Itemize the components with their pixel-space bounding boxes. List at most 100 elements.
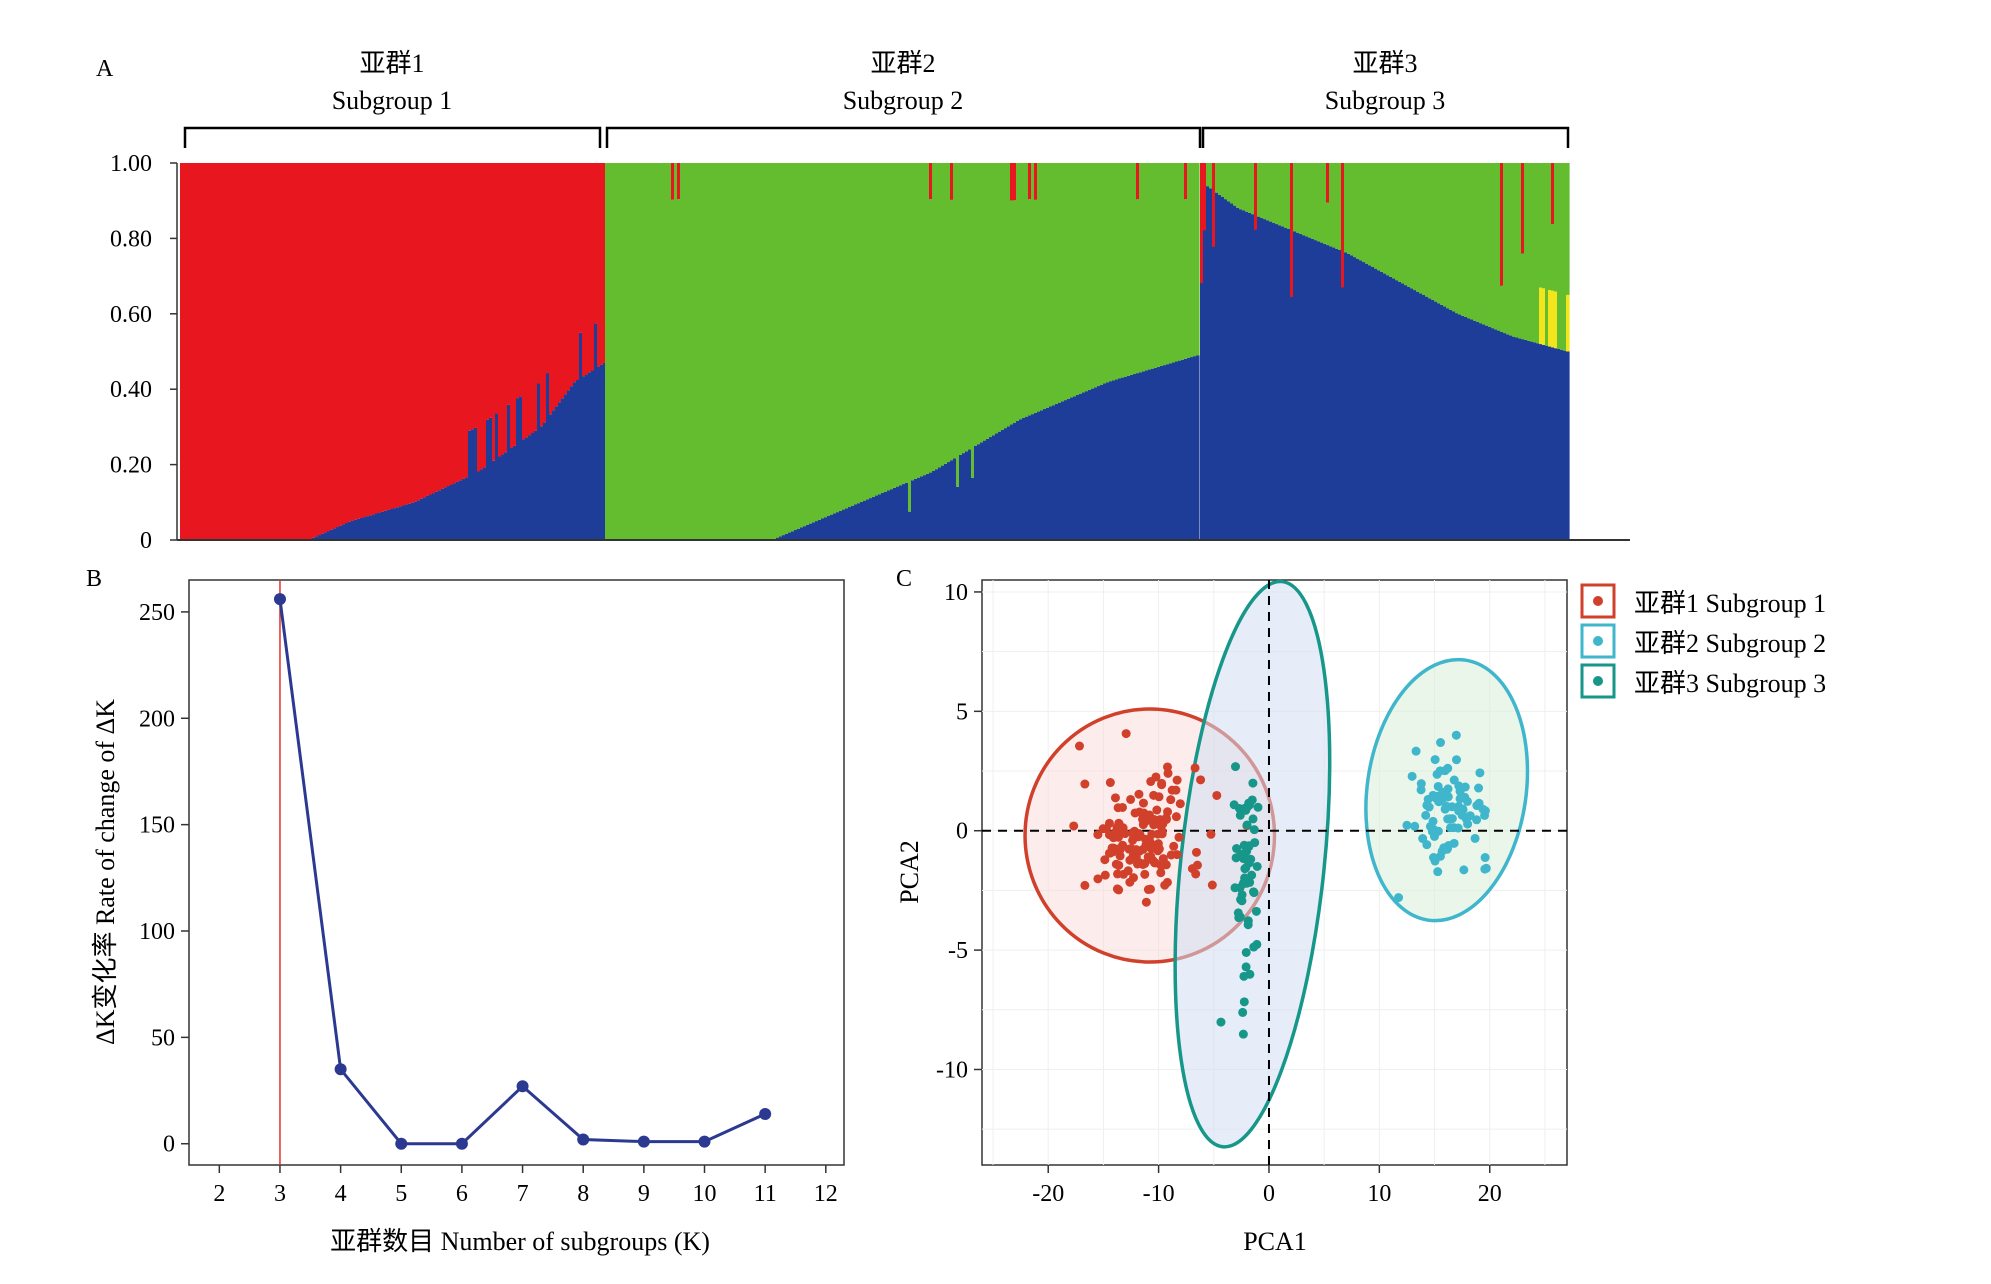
bar-subgroup-2-share: [737, 163, 741, 540]
bar-subgroup-1-share: [444, 163, 448, 488]
bar-subgroup-3-share: [1097, 386, 1101, 540]
bar-subgroup-3-share: [1398, 281, 1402, 540]
pca-point: [1253, 802, 1263, 812]
x-tick-label: 6: [456, 1181, 468, 1207]
bar-subgroup-3-share: [1530, 341, 1534, 540]
pca-point: [1454, 801, 1464, 811]
bar-subgroup-1-share: [603, 163, 607, 363]
bar-subgroup-2-share: [725, 163, 729, 540]
bar-subgroup-3-share: [510, 447, 514, 540]
bar-subgroup-3-share: [357, 518, 361, 540]
bar-subgroup-3-share: [839, 510, 843, 540]
bar-subgroup-2-share: [917, 163, 921, 478]
bar-subgroup-3-share: [1133, 374, 1137, 540]
bar-subgroup-1-share: [1200, 163, 1204, 284]
bar-subgroup-3-share: [1196, 355, 1200, 540]
bar-subgroup-1-share: [576, 163, 580, 380]
bar-subgroup-3-share: [971, 477, 975, 540]
bar-subgroup-3-share: [582, 376, 586, 540]
bar-subgroup-2-share: [896, 163, 900, 487]
bar-subgroup-2-share: [713, 163, 717, 540]
bar-subgroup-3-share: [944, 463, 948, 540]
bar-subgroup-2-share: [1193, 163, 1197, 357]
admixture-bars: [180, 163, 1570, 541]
bar-subgroup-3-share: [321, 533, 325, 540]
bar-subgroup-1-share: [498, 163, 502, 457]
bar-subgroup-2-share: [770, 163, 774, 540]
bar-subgroup-3-share: [426, 495, 430, 540]
bar-subgroup-1-share: [456, 163, 460, 482]
bar-subgroup-3-share: [1446, 308, 1450, 540]
bar-subgroup-3-share: [486, 419, 490, 540]
subgroup-1-zh-label: 亚群1: [359, 49, 424, 78]
bar-subgroup-3-share: [411, 502, 415, 540]
pca-point: [1100, 855, 1110, 865]
bar-subgroup-2-share: [935, 163, 939, 470]
bar-subgroup-2-share: [1344, 163, 1348, 253]
bar-subgroup-2-share: [1479, 163, 1483, 324]
bar-subgroup-2-share: [1007, 163, 1011, 427]
bar-subgroup-2-share: [761, 163, 765, 540]
bar-subgroup-3-share: [1151, 368, 1155, 540]
pca-point: [1138, 798, 1148, 808]
bar-subgroup-3-share: [1455, 313, 1459, 540]
bar-subgroup-3-share: [1380, 271, 1384, 540]
bar-subgroup-1-share: [369, 163, 373, 516]
bar-subgroup-3-share: [854, 504, 858, 540]
bar-subgroup-3-share: [417, 500, 421, 540]
pca-point: [1248, 778, 1258, 788]
bar-subgroup-1-share: [540, 163, 544, 427]
bar-other-share: [1554, 291, 1558, 349]
bar-subgroup-3-share: [983, 440, 987, 540]
bar-subgroup-2-share: [1004, 163, 1008, 429]
bar-subgroup-2-share: [1112, 163, 1116, 381]
bar-subgroup-3-share: [1160, 365, 1164, 540]
bar-subgroup-3-share: [1473, 320, 1477, 540]
bar-subgroup-3-share: [456, 481, 460, 540]
bar-subgroup-2-share: [803, 163, 807, 527]
bar-subgroup-2-share: [1215, 163, 1219, 193]
delta-k-point: [637, 1135, 650, 1148]
pca-point: [1191, 847, 1201, 857]
bar-subgroup-1-share: [303, 163, 307, 540]
x-tick-label: 5: [395, 1181, 407, 1207]
bar-subgroup-1-share: [480, 163, 484, 470]
pca-point: [1244, 841, 1254, 851]
bar-subgroup-3-share: [911, 480, 915, 540]
pca-point: [1115, 851, 1125, 861]
bar-subgroup-3-share: [1494, 329, 1498, 540]
bar-subgroup-2-share: [839, 163, 843, 511]
bar-subgroup-2-share: [884, 163, 888, 492]
pca-point: [1113, 803, 1123, 813]
bar-subgroup-3-share: [851, 505, 855, 540]
pca-point: [1124, 844, 1134, 854]
subgroup-1-bracket: [183, 126, 602, 148]
bar-subgroup-2-share: [848, 163, 852, 508]
pca-point: [1093, 830, 1103, 840]
bar-subgroup-3-share: [1209, 188, 1213, 540]
bar-subgroup-3-share: [420, 498, 424, 540]
bar-subgroup-3-share: [1503, 333, 1507, 540]
pca-point: [1157, 778, 1167, 788]
bar-subgroup-3-share: [561, 398, 565, 540]
bar-subgroup-3-share: [1476, 321, 1480, 540]
bar-subgroup-3-share: [1154, 367, 1158, 540]
bar-subgroup-2-share: [605, 163, 609, 540]
bar-subgroup-2-share: [626, 163, 630, 540]
bar-subgroup-2-share: [1278, 163, 1282, 226]
bar-subgroup-2-share: [1130, 163, 1134, 375]
bar-subgroup-2-share: [758, 163, 762, 540]
bar-subgroup-3-share: [902, 484, 906, 540]
bar-subgroup-2-share: [1046, 163, 1050, 408]
bar-subgroup-3-share: [1548, 346, 1552, 540]
delta-k-point: [516, 1080, 529, 1093]
pca-point: [1069, 821, 1079, 831]
pca-plot: -20 -10 0 10 20 10 5 0 -5 -10: [936, 579, 1567, 1207]
bar-subgroup-2-share: [1404, 163, 1408, 286]
bar-subgroup-2-share: [1383, 163, 1387, 274]
bar-subgroup-3-share: [498, 456, 502, 540]
bar-subgroup-3-share: [830, 514, 834, 540]
bar-subgroup-1-share: [414, 163, 418, 502]
bar-subgroup-2-share: [1001, 163, 1005, 430]
bar-subgroup-3-share: [1248, 212, 1252, 540]
